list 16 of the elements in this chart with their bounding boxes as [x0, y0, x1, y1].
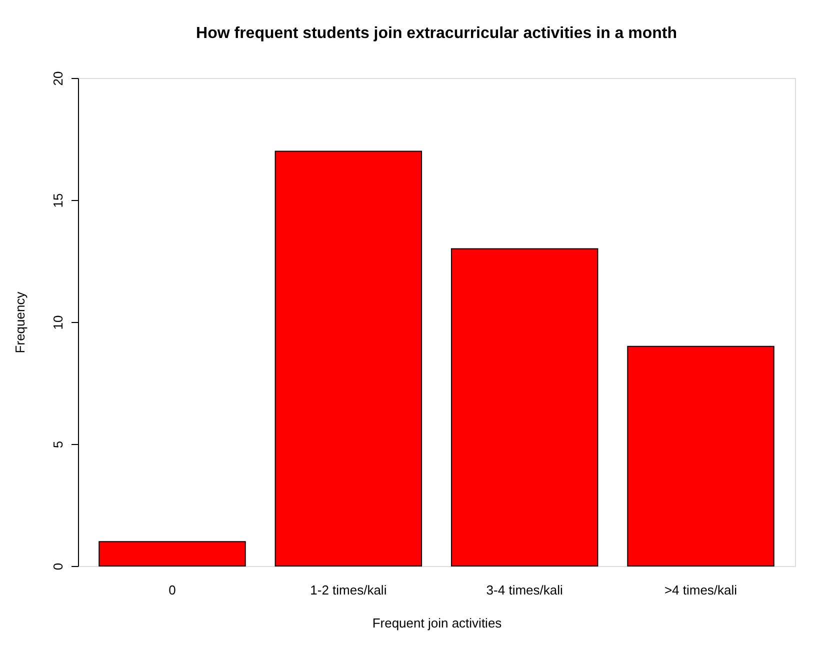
- x-tick-label: 0: [168, 582, 176, 598]
- x-tick-label: 1-2 times/kali: [310, 582, 387, 598]
- y-tick-label: 20: [50, 71, 66, 86]
- bar: [627, 346, 774, 566]
- x-axis-title: Frequent join activities: [372, 616, 502, 630]
- y-axis-title: Frequency: [12, 291, 28, 354]
- y-tick-label: 15: [50, 193, 66, 208]
- y-tick-label: 5: [50, 440, 66, 448]
- x-tick-label: >4 times/kali: [664, 582, 738, 598]
- bar: [450, 248, 598, 566]
- bar: [274, 150, 422, 566]
- bar: [98, 541, 246, 566]
- x-tick-label: 3-4 times/kali: [486, 582, 563, 598]
- chart-title: How frequent students join extracurricular activities in a month: [196, 24, 677, 42]
- y-tick-label: 0: [50, 562, 66, 570]
- y-tick-label: 10: [50, 315, 66, 330]
